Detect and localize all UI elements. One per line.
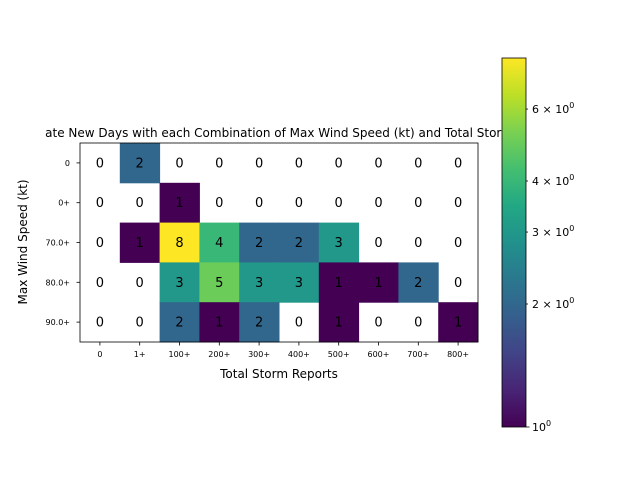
heatmap-cell bbox=[318, 262, 360, 303]
cell-value-label: 1 bbox=[136, 236, 144, 251]
cell-value-label: 2 bbox=[136, 156, 144, 171]
heatmap-cell bbox=[239, 222, 280, 263]
heatmap-cell bbox=[199, 302, 240, 343]
y-tick-label: 0+ bbox=[58, 199, 70, 208]
heatmap-cell bbox=[159, 302, 200, 343]
cell-value-label: 2 bbox=[414, 276, 422, 291]
heatmap-cell bbox=[159, 222, 200, 263]
cell-value-label: 0 bbox=[136, 196, 144, 211]
y-tick-label: 70.0+ bbox=[45, 239, 70, 248]
cell-value-label: 0 bbox=[454, 156, 462, 171]
cell-value-label: 0 bbox=[374, 156, 382, 171]
cell-value-label: 0 bbox=[96, 276, 104, 291]
heatmap-cell bbox=[199, 222, 240, 263]
cell-value-label: 0 bbox=[295, 196, 303, 211]
cell-value-label: 1 bbox=[454, 316, 462, 331]
cell-value-label: 0 bbox=[454, 236, 462, 251]
cell-value-label: 3 bbox=[255, 276, 263, 291]
cell-value-label: 1 bbox=[335, 276, 343, 291]
cell-value-label: 5 bbox=[215, 276, 223, 291]
heatmap-cell bbox=[119, 222, 161, 263]
cell-value-label: 0 bbox=[96, 236, 104, 251]
cell-value-label: 0 bbox=[96, 156, 104, 171]
colorbar-gradient bbox=[501, 57, 527, 428]
cell-value-label: 2 bbox=[255, 236, 263, 251]
cell-value-label: 2 bbox=[175, 316, 183, 331]
heatmap-cell bbox=[159, 262, 200, 303]
heatmap-cell bbox=[318, 222, 360, 263]
heatmap-cell bbox=[239, 302, 280, 343]
y-axis: 0 0+ 70.0+ 80.0+ 90.0+ bbox=[45, 159, 80, 327]
colorbar-major-tick-label: 100 bbox=[532, 419, 551, 434]
cell-value-label: 1 bbox=[215, 316, 223, 331]
cell-value-label: 0 bbox=[96, 196, 104, 211]
chart-title: ate New Days with each Combination of Ma… bbox=[45, 126, 513, 140]
colorbar: 100 2 × 100 3 × 100 4 × 100 6 × 100 bbox=[501, 57, 574, 434]
cell-value-label: 0 bbox=[255, 156, 263, 171]
cell-value-label: 0 bbox=[215, 156, 223, 171]
cell-value-label: 0 bbox=[96, 316, 104, 331]
cell-value-label: 1 bbox=[374, 276, 382, 291]
x-axis-label: Total Storm Reports bbox=[219, 367, 338, 381]
cell-value-label: 0 bbox=[414, 196, 422, 211]
x-tick-label: 100+ bbox=[169, 350, 191, 359]
cell-value-label: 0 bbox=[414, 156, 422, 171]
cell-value-label: 8 bbox=[175, 236, 183, 251]
x-tick-label: 700+ bbox=[407, 350, 429, 359]
plot-area: 0 2 0 0 0 0 0 0 0 0 0 0 1 0 0 0 0 0 0 0 0 1 8 4 2 2 3 0 0 0 0 0 3 5 3 3 1 1 2 0… bbox=[79, 142, 479, 343]
cell-value-label: 0 bbox=[414, 236, 422, 251]
cell-value-label: 0 bbox=[175, 156, 183, 171]
x-tick-label: 400+ bbox=[288, 350, 310, 359]
x-tick-label: 1+ bbox=[134, 350, 146, 359]
cell-value-label: 0 bbox=[374, 196, 382, 211]
cell-value-label: 2 bbox=[295, 236, 303, 251]
x-tick-label: 800+ bbox=[447, 350, 469, 359]
heatmap-cell bbox=[239, 262, 280, 303]
heatmap-cell bbox=[438, 302, 479, 343]
colorbar-minor-tick-label: 6 × 100 bbox=[532, 101, 574, 116]
cell-value-label: 3 bbox=[295, 276, 303, 291]
cell-value-label: 0 bbox=[374, 316, 382, 331]
cell-value-label: 1 bbox=[175, 196, 183, 211]
cell-value-label: 0 bbox=[454, 196, 462, 211]
heatmap-cell bbox=[279, 262, 320, 303]
cell-value-label: 0 bbox=[454, 276, 462, 291]
heatmap-cell bbox=[119, 143, 161, 184]
cell-value-label: 3 bbox=[335, 236, 343, 251]
cell-value-label: 0 bbox=[255, 196, 263, 211]
heatmap-cell bbox=[318, 302, 360, 343]
heatmap-cell bbox=[199, 262, 240, 303]
colorbar-minor-tick-label: 3 × 100 bbox=[532, 224, 574, 239]
heatmap-cell bbox=[159, 182, 200, 224]
cell-value-label: 0 bbox=[295, 316, 303, 331]
cell-value-label: 0 bbox=[374, 236, 382, 251]
cell-value-label: 0 bbox=[335, 196, 343, 211]
cell-value-label: 0 bbox=[295, 156, 303, 171]
cell-value-label: 4 bbox=[215, 236, 223, 251]
x-tick-label: 0 bbox=[97, 350, 102, 359]
x-tick-label: 200+ bbox=[208, 350, 230, 359]
cell-value-label: 1 bbox=[335, 316, 343, 331]
x-tick-label: 600+ bbox=[368, 350, 390, 359]
heatmap-cell bbox=[398, 262, 439, 303]
y-tick-label: 0 bbox=[65, 159, 70, 168]
cell-value-label: 0 bbox=[136, 276, 144, 291]
cell-value-label: 0 bbox=[335, 156, 343, 171]
heatmap-cell bbox=[358, 262, 399, 303]
x-tick-label: 500+ bbox=[328, 350, 350, 359]
x-tick-label: 300+ bbox=[248, 350, 270, 359]
colorbar-minor-tick-label: 4 × 100 bbox=[532, 173, 574, 188]
y-tick-label: 80.0+ bbox=[45, 278, 70, 287]
y-axis-label: Max Wind Speed (kt) bbox=[16, 179, 30, 304]
cell-value-label: 2 bbox=[255, 316, 263, 331]
heatmap-cell bbox=[279, 222, 320, 263]
cell-value-label: 3 bbox=[175, 276, 183, 291]
cell-value-label: 0 bbox=[414, 316, 422, 331]
cell-value-label: 0 bbox=[136, 316, 144, 331]
y-tick-label: 90.0+ bbox=[45, 318, 70, 327]
colorbar-minor-tick-label: 2 × 100 bbox=[532, 296, 574, 311]
x-axis: 0 1+ 100+ 200+ 300+ 400+ 500+ 600+ 700+ 800+ bbox=[97, 342, 469, 359]
cell-value-label: 0 bbox=[215, 196, 223, 211]
